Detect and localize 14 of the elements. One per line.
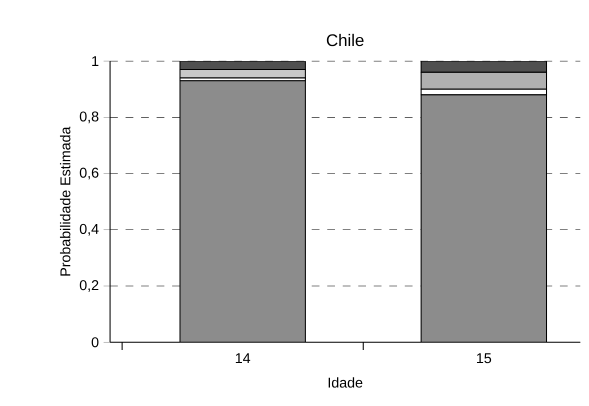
y-axis-title: Probabilidade Estimada [60,126,70,276]
bar [180,80,306,342]
y-tick-label: 0,6 [80,168,98,180]
chart-title: Chile [326,34,364,46]
y-tick-label: 0,2 [80,280,98,292]
y-tick-label: 0 [92,337,98,348]
y-tick-label: 1 [92,56,98,66]
y-tick-label: 0,4 [80,224,99,236]
bar [420,60,548,73]
y-tick-label: 0,8 [80,111,98,124]
x-tick-label: 14 [236,353,250,363]
x-axis-title: Idade [328,377,362,388]
x-tick-label: 15 [476,353,492,364]
bar [420,94,548,342]
